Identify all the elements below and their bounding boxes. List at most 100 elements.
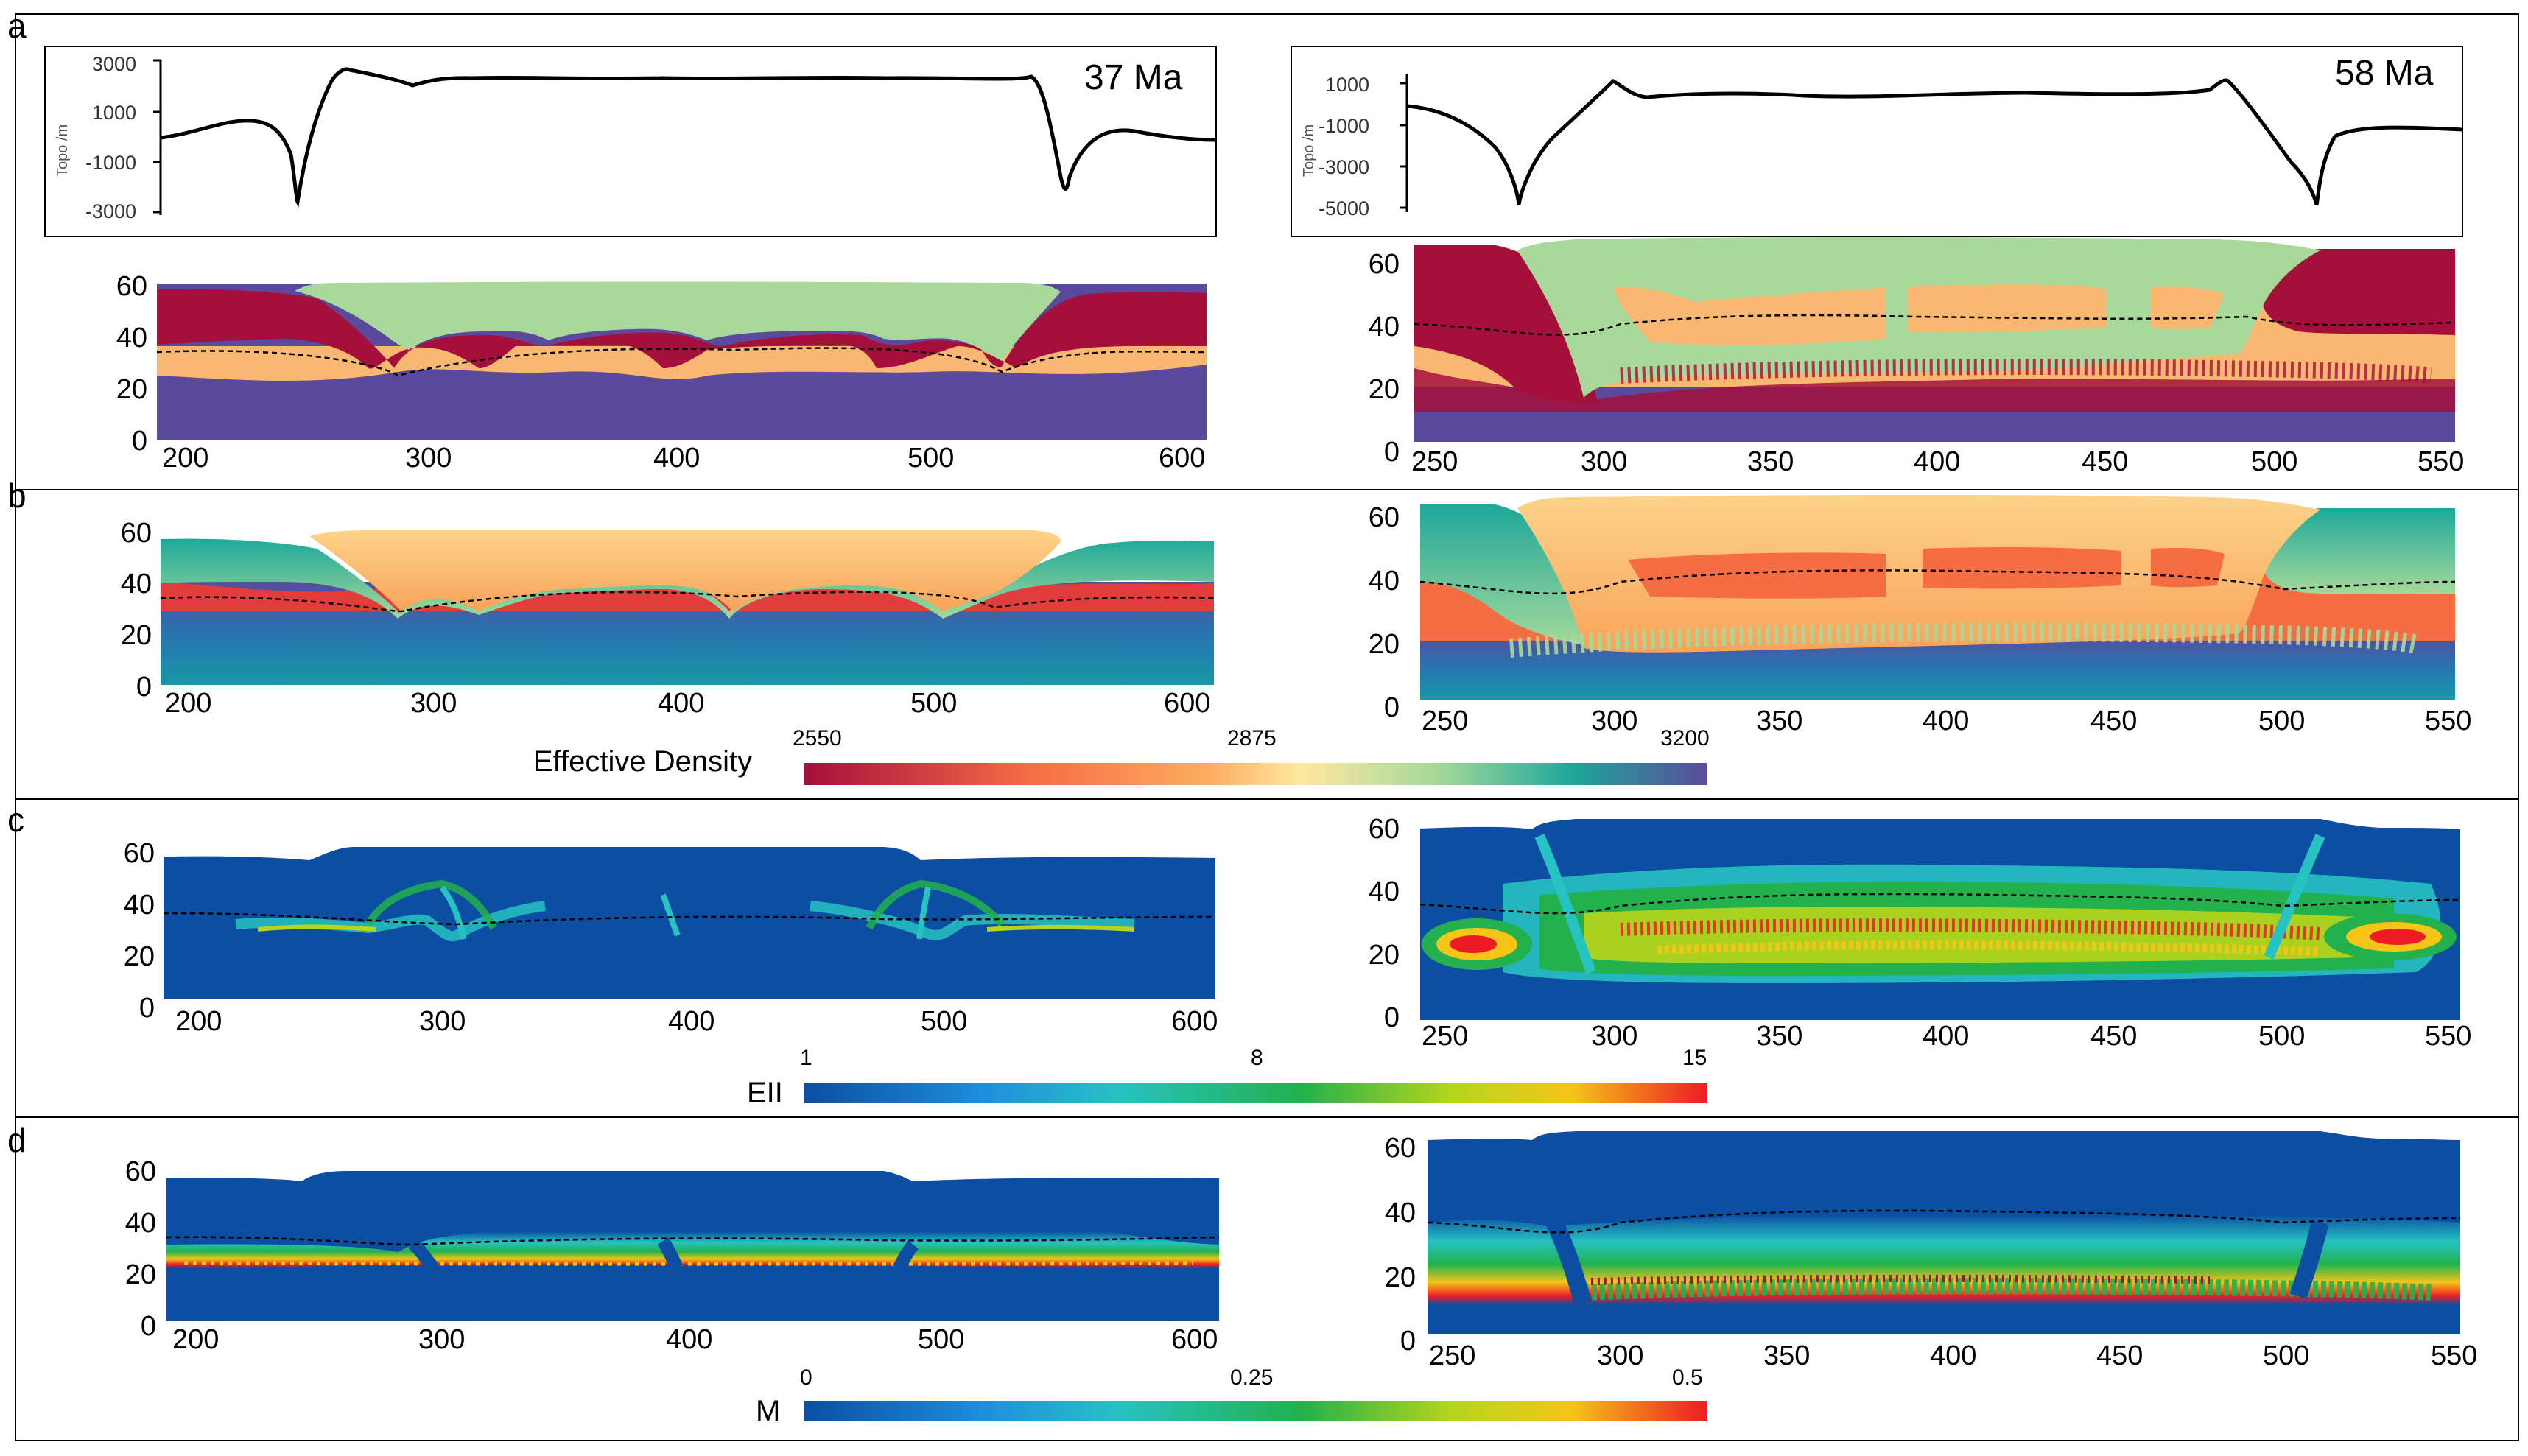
depth-tick: 40 bbox=[120, 569, 152, 599]
topo-tick: 1000 bbox=[1324, 74, 1369, 96]
distance-tick: 500 bbox=[2263, 1340, 2310, 1371]
model-c-right bbox=[1419, 819, 2461, 1020]
distance-tick: 600 bbox=[1164, 688, 1211, 719]
depth-tick: 40 bbox=[1368, 312, 1400, 342]
topo-tick: 1000 bbox=[91, 102, 136, 124]
distance-tick: 550 bbox=[2425, 1021, 2472, 1052]
colorbar-density-title: Effective Density bbox=[533, 745, 753, 778]
panel-label-d: d bbox=[7, 1121, 27, 1159]
distance-tick: 250 bbox=[1429, 1340, 1476, 1371]
depth-tick: 0 bbox=[138, 993, 155, 1024]
colorbar-melt-title: M bbox=[756, 1395, 781, 1427]
distance-tick: 200 bbox=[162, 443, 209, 474]
depth-tick: 20 bbox=[1368, 940, 1400, 971]
distance-tick: 250 bbox=[1411, 446, 1458, 477]
distance-tick: 400 bbox=[1923, 706, 1970, 736]
topo-tick: -1000 bbox=[85, 152, 136, 174]
distance-tick: 500 bbox=[2258, 706, 2306, 736]
depth-tick: 60 bbox=[116, 271, 147, 302]
depth-tick: 0 bbox=[1383, 692, 1400, 723]
colorbar-strain-title: EII bbox=[747, 1077, 783, 1109]
distance-tick: 300 bbox=[418, 1324, 466, 1355]
depth-tick: 0 bbox=[1383, 1002, 1400, 1033]
colorbar-melt-tick: 0.5 bbox=[1672, 1365, 1703, 1390]
distance-tick: 200 bbox=[172, 1324, 220, 1355]
topo-plot-right bbox=[1291, 46, 2463, 237]
distance-tick: 400 bbox=[1914, 446, 1961, 477]
depth-tick: 0 bbox=[1400, 1326, 1416, 1357]
topo-tick: -1000 bbox=[1318, 115, 1369, 137]
distance-tick: 300 bbox=[1591, 706, 1638, 736]
depth-tick: 60 bbox=[1368, 814, 1400, 845]
topo-curve-right bbox=[1406, 78, 2464, 205]
depth-tick: 40 bbox=[1384, 1197, 1416, 1228]
colorbar-density bbox=[804, 763, 1707, 785]
depth-tick: 60 bbox=[1368, 249, 1400, 280]
distance-tick: 500 bbox=[918, 1324, 965, 1355]
colorbar-density-tick: 2875 bbox=[1227, 726, 1277, 750]
distance-tick: 300 bbox=[405, 443, 452, 474]
distance-tick: 400 bbox=[668, 1006, 715, 1037]
depth-tick: 60 bbox=[124, 1156, 156, 1187]
distance-tick: 300 bbox=[1597, 1340, 1644, 1371]
depth-tick: 20 bbox=[120, 620, 152, 651]
distance-tick: 500 bbox=[907, 443, 955, 474]
distance-tick: 600 bbox=[1171, 1006, 1218, 1037]
depth-tick: 20 bbox=[1368, 629, 1400, 660]
distance-tick: 350 bbox=[1747, 446, 1794, 477]
depth-tick: 20 bbox=[123, 941, 155, 972]
topo-tick: -3000 bbox=[1318, 156, 1369, 178]
depth-tick: 40 bbox=[1368, 566, 1400, 597]
topo-age-right: 58 Ma bbox=[2335, 54, 2434, 93]
model-b-right bbox=[1419, 494, 2456, 700]
colorbar-melt-tick: 0.25 bbox=[1230, 1365, 1274, 1390]
distance-tick: 400 bbox=[1923, 1021, 1970, 1052]
distance-tick: 550 bbox=[2418, 446, 2465, 477]
topo-curve-left bbox=[160, 67, 1216, 208]
distance-tick: 250 bbox=[1422, 1021, 1469, 1052]
depth-tick: 60 bbox=[123, 838, 155, 869]
topo-axes bbox=[153, 59, 1408, 215]
colorbar-melt-tick: 0 bbox=[800, 1365, 812, 1390]
distance-tick: 400 bbox=[1930, 1340, 1977, 1371]
model-a-right bbox=[1414, 236, 2456, 442]
distance-tick: 300 bbox=[410, 688, 457, 719]
distance-tick: 450 bbox=[2090, 706, 2138, 736]
colorbar-density-tick: 3200 bbox=[1660, 726, 1710, 750]
colorbar-density-tick: 2550 bbox=[793, 726, 842, 750]
topo-tick: -5000 bbox=[1318, 197, 1369, 219]
model-d-right bbox=[1427, 1131, 2461, 1334]
depth-tick: 0 bbox=[131, 426, 147, 457]
distance-tick: 500 bbox=[2258, 1021, 2306, 1052]
distance-tick: 400 bbox=[658, 688, 705, 719]
model-a-left bbox=[156, 281, 1207, 440]
model-c-left bbox=[163, 847, 1216, 999]
distance-tick: 550 bbox=[2431, 1340, 2478, 1371]
distance-tick: 500 bbox=[910, 688, 958, 719]
depth-tick: 20 bbox=[1368, 374, 1400, 405]
distance-tick: 350 bbox=[1756, 706, 1803, 736]
distance-tick: 300 bbox=[1581, 446, 1628, 477]
distance-tick: 200 bbox=[165, 688, 212, 719]
colorbar-melt bbox=[804, 1401, 1707, 1421]
model-b-left bbox=[160, 530, 1215, 685]
topo-age-left: 37 Ma bbox=[1084, 58, 1183, 97]
distance-tick: 500 bbox=[2251, 446, 2298, 477]
colorbar-strain-tick: 8 bbox=[1251, 1046, 1263, 1070]
distance-tick: 400 bbox=[666, 1324, 713, 1355]
colorbar-strain-tick: 15 bbox=[1682, 1046, 1707, 1070]
distance-tick: 600 bbox=[1171, 1324, 1218, 1355]
model-d-left bbox=[166, 1171, 1220, 1321]
distance-tick: 600 bbox=[1159, 443, 1206, 474]
panel-d-frame bbox=[15, 1116, 2519, 1441]
distance-tick: 450 bbox=[2090, 1021, 2138, 1052]
depth-tick: 20 bbox=[116, 374, 147, 405]
distance-tick: 450 bbox=[2082, 446, 2129, 477]
distance-tick: 350 bbox=[1756, 1021, 1803, 1052]
distance-tick: 300 bbox=[1591, 1021, 1638, 1052]
colorbar-strain bbox=[804, 1083, 1707, 1103]
depth-tick: 60 bbox=[1384, 1133, 1416, 1164]
distance-tick: 350 bbox=[1763, 1340, 1811, 1371]
